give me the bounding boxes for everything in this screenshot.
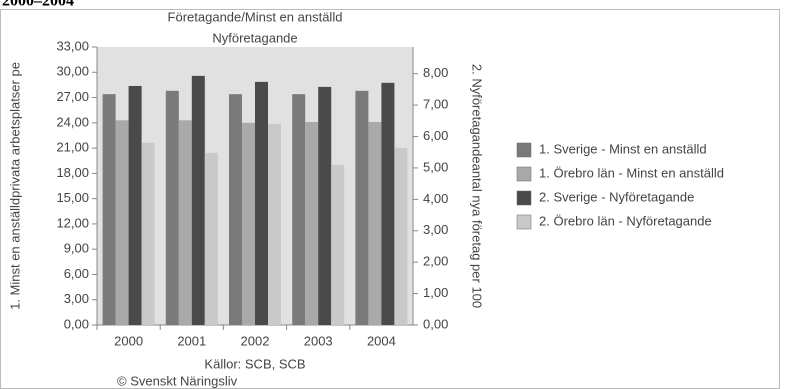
y-tick-label: 30,00	[56, 64, 89, 79]
y-tick-label: 9,00	[64, 241, 89, 256]
y-tick-label: 21,00	[56, 140, 89, 155]
y2-tick-label: 1,00	[423, 285, 448, 300]
bar	[165, 90, 179, 325]
heading: 2000–2004	[2, 0, 74, 10]
y-tick-label: 18,00	[56, 165, 89, 180]
bar	[102, 94, 116, 326]
bar	[355, 90, 369, 325]
bar	[128, 85, 142, 325]
y2-tick-label: 4,00	[423, 191, 448, 206]
legend-label: 1. Sverige - Minst en anställd	[539, 141, 707, 156]
x-tick-label: 2003	[304, 333, 333, 348]
bar	[318, 86, 332, 325]
y2-tick-label: 8,00	[423, 65, 448, 80]
bar	[292, 94, 306, 326]
bar	[305, 121, 319, 325]
y-tick-label: 27,00	[56, 89, 89, 104]
source: Källor: SCB, SCB	[204, 356, 305, 371]
y2-tick-label: 6,00	[423, 128, 448, 143]
y-tick-label: 3,00	[64, 291, 89, 306]
legend-swatch	[516, 190, 532, 206]
y-tick-label: 12,00	[56, 215, 89, 230]
x-tick-label: 2001	[177, 333, 206, 348]
chart-subtitle: Nyföretagande	[212, 30, 297, 45]
x-tick-label: 2000	[114, 333, 143, 348]
legend-label: 2. Sverige - Nyföretagande	[539, 189, 694, 204]
y2-tick-label: 2,00	[423, 254, 448, 269]
y2-tick-label: 0,00	[423, 316, 448, 331]
x-tick-label: 2004	[367, 333, 396, 348]
bar	[115, 120, 129, 325]
bar	[178, 120, 192, 325]
legend-swatch	[516, 214, 532, 230]
bar	[191, 75, 205, 325]
legend-label: 1. Örebro län - Minst en anställd	[539, 165, 724, 180]
bar	[229, 94, 242, 326]
x-tick-label: 2002	[241, 333, 270, 348]
y2-tick-label: 3,00	[423, 222, 448, 237]
bar	[242, 122, 255, 326]
y-tick-label: 33,00	[56, 38, 89, 53]
bar	[204, 152, 218, 325]
y-tick-label: 0,00	[64, 316, 89, 331]
legend-label: 2. Örebro län - Nyföretagande	[539, 213, 712, 228]
y-tick-label: 6,00	[64, 266, 89, 281]
y2-tick-label: 7,00	[423, 97, 448, 112]
y2-axis-label: 2. Nyföretagandeantal nya företag per 10…	[470, 64, 485, 308]
bar	[381, 82, 395, 325]
chart-title: Företagande/Minst en anställd	[168, 9, 343, 24]
bar	[255, 81, 268, 325]
y-tick-label: 15,00	[56, 190, 89, 205]
bar	[331, 164, 345, 325]
legend-swatch	[516, 142, 532, 158]
bar	[394, 147, 408, 325]
bar	[268, 123, 281, 325]
legend-swatch	[516, 166, 532, 182]
credit: © Svenskt Näringsliv	[117, 373, 238, 388]
y-axis-label: 1. Minst en anställdprivata arbetsplatse…	[7, 62, 22, 310]
bar	[368, 121, 382, 325]
y-tick-label: 24,00	[56, 114, 89, 129]
bar	[141, 142, 155, 325]
y2-tick-label: 5,00	[423, 159, 448, 174]
